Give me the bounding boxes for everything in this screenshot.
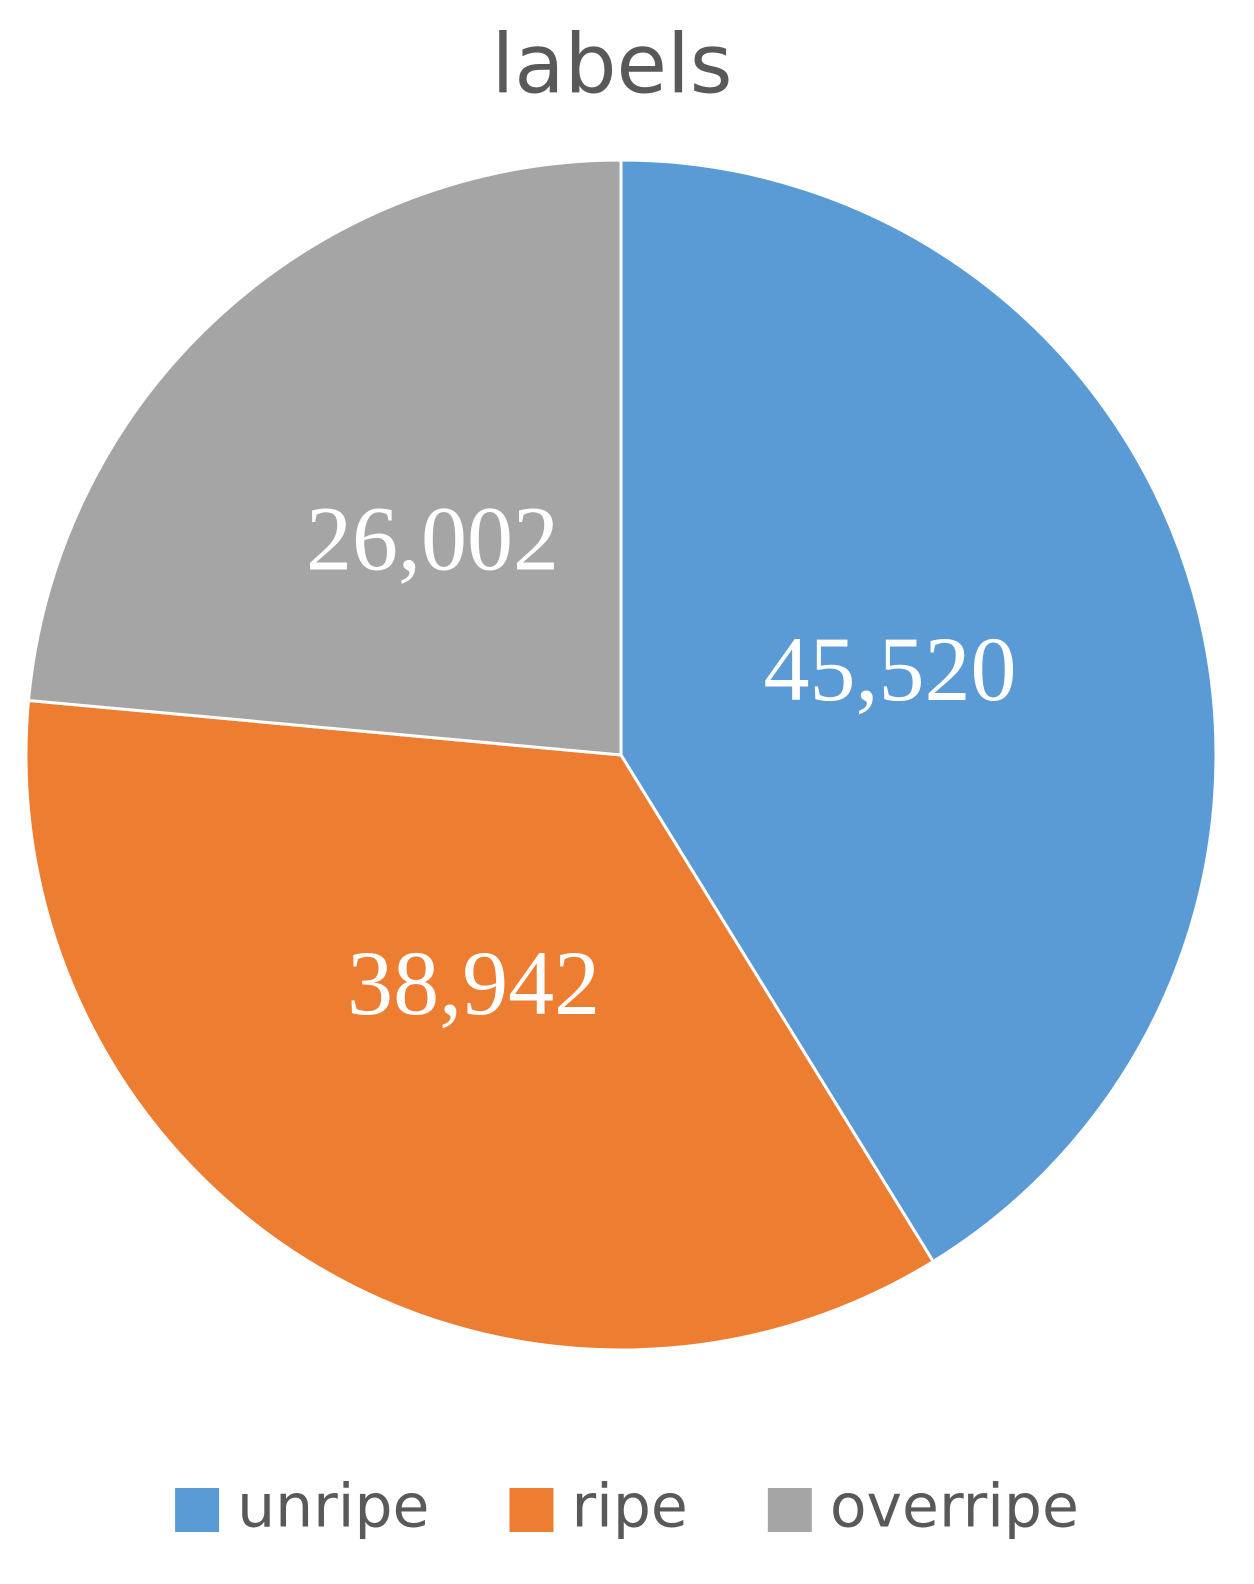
legend-label: overripe bbox=[830, 1472, 1079, 1542]
legend-swatch bbox=[767, 1488, 812, 1532]
pie-slice bbox=[24, 698, 936, 1352]
pie-slice bbox=[26, 158, 623, 757]
legend-label: unripe bbox=[237, 1472, 429, 1542]
data-label: 45,520 bbox=[764, 618, 1017, 720]
legend-label: ripe bbox=[571, 1472, 687, 1542]
chart-title: labels bbox=[491, 17, 732, 112]
legend-swatch bbox=[509, 1488, 554, 1532]
data-label: 26,002 bbox=[306, 488, 559, 590]
data-label: 38,942 bbox=[347, 932, 600, 1034]
legend-swatch bbox=[175, 1488, 220, 1532]
pie-slice bbox=[619, 158, 1218, 1264]
